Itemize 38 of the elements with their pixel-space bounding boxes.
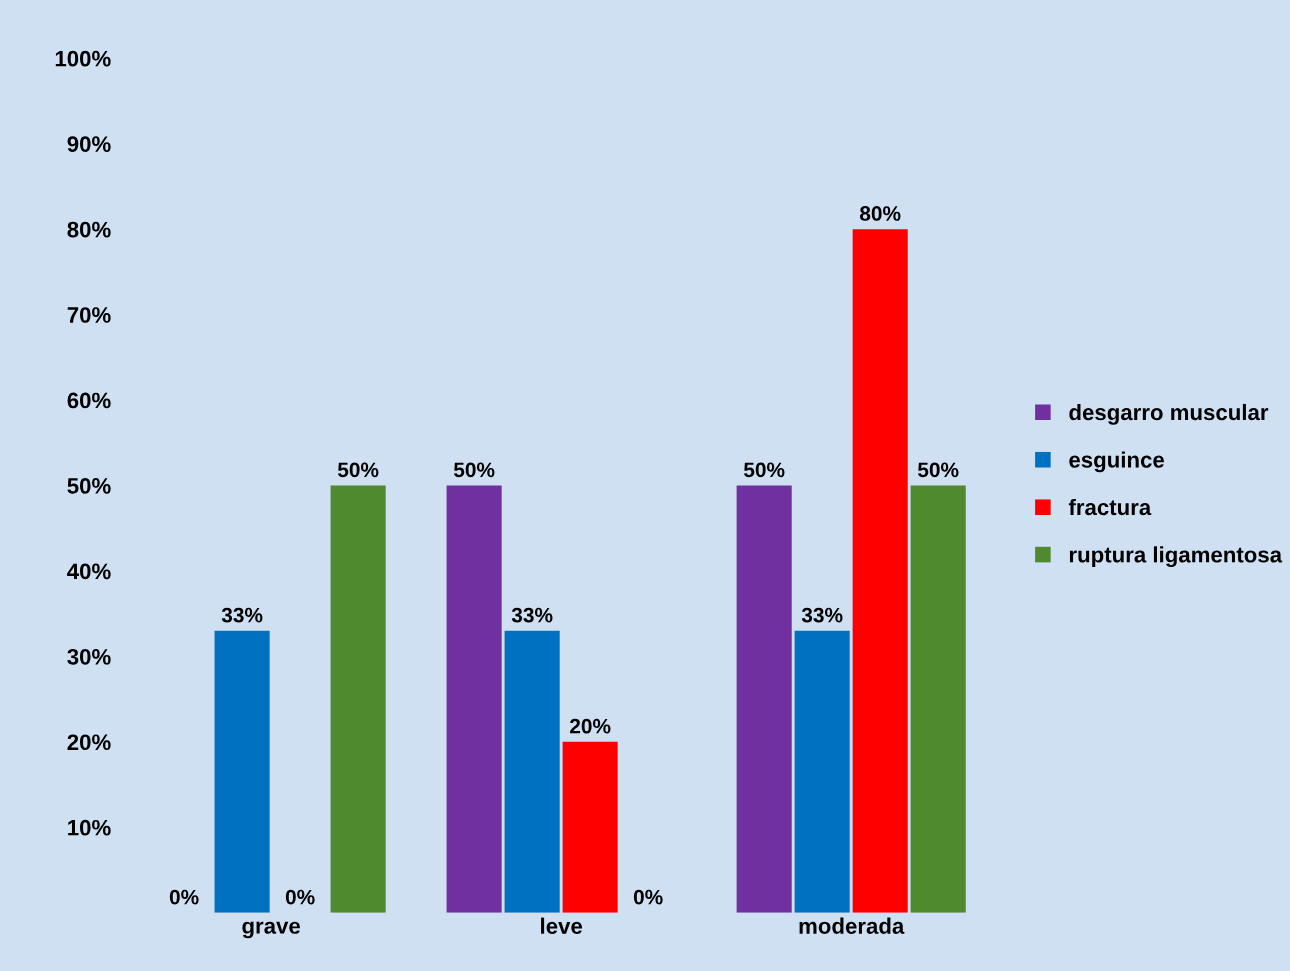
x-tick-label: leve xyxy=(541,917,583,934)
y-tick-label: 60% xyxy=(67,392,111,409)
y-tick-label: 40% xyxy=(67,563,111,580)
text: 50% xyxy=(917,462,959,478)
y-tick-label: 30% xyxy=(67,648,111,665)
legend-label: fractura xyxy=(1068,498,1152,516)
text: 20% xyxy=(570,718,611,734)
x-tick-label: grave xyxy=(242,921,301,939)
y-tick-label: 70% xyxy=(67,307,111,323)
y-tick-label: 10% xyxy=(68,819,111,836)
y-tick-label: 50% xyxy=(67,478,111,494)
x-tick-label: moderada xyxy=(799,917,905,934)
text: 50% xyxy=(337,462,379,478)
text: 33% xyxy=(511,607,553,623)
legend-label: ruptura ligamentosa xyxy=(1069,546,1283,568)
text: 33% xyxy=(801,607,843,623)
bar xyxy=(736,485,792,913)
text: 0% xyxy=(633,889,663,905)
bar xyxy=(214,630,270,913)
text: 0% xyxy=(285,889,315,905)
y-tick-label: 80% xyxy=(67,221,111,238)
bar xyxy=(562,741,618,913)
legend-label: desgarro muscular xyxy=(1069,403,1269,425)
bar xyxy=(446,485,502,913)
y-tick-label: 20% xyxy=(67,734,111,751)
text: 50% xyxy=(743,462,785,478)
text: 80% xyxy=(860,206,901,221)
text: 0% xyxy=(169,889,199,905)
text: 50% xyxy=(453,462,495,478)
text: 33% xyxy=(221,607,263,623)
y-tick-label: 100% xyxy=(55,50,111,67)
bar xyxy=(330,485,386,913)
y-tick-label: 90% xyxy=(67,136,111,152)
bar xyxy=(794,630,850,913)
legend-label: esguince xyxy=(1069,451,1165,473)
bar xyxy=(504,630,560,913)
bar xyxy=(852,229,908,913)
bar xyxy=(910,485,966,913)
